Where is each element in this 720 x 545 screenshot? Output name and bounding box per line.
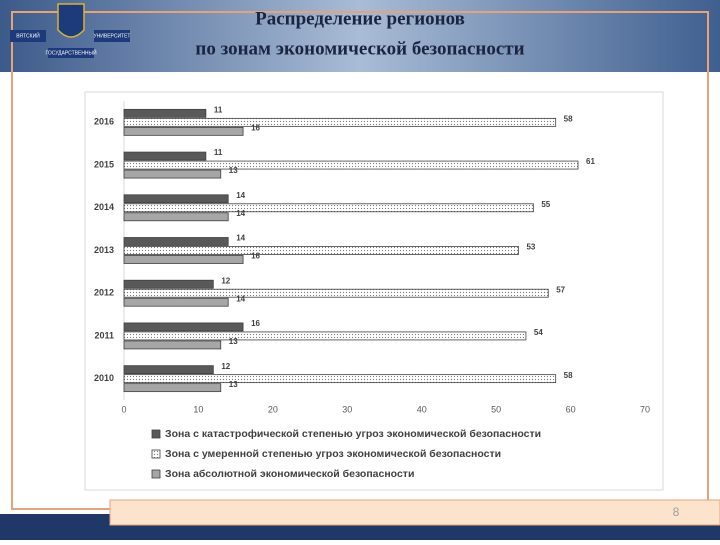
y-tick-label: 2011	[94, 330, 114, 340]
bar	[123, 279, 214, 289]
slide-title: по зонам экономической безопасности	[195, 38, 524, 59]
bar	[123, 126, 244, 136]
bar	[123, 331, 527, 341]
bar	[123, 169, 222, 179]
logo-ribbon	[10, 30, 46, 42]
data-label: 55	[541, 200, 550, 209]
bar	[123, 237, 229, 246]
y-tick-label: 2014	[94, 202, 114, 212]
data-label: 13	[229, 337, 238, 346]
x-tick-label: 70	[640, 404, 650, 414]
y-tick-label: 2012	[94, 288, 114, 298]
bar	[123, 194, 229, 204]
bar	[123, 374, 557, 384]
bar	[123, 246, 519, 255]
data-label: 14	[236, 209, 245, 218]
x-tick-label: 40	[417, 404, 427, 414]
legend-swatch	[151, 449, 161, 459]
legend-label: Зона абсолютной экономической безопаснос…	[165, 468, 414, 480]
data-label: 13	[229, 166, 238, 175]
y-tick-label: 2015	[94, 159, 114, 169]
data-label: 14	[236, 294, 245, 303]
x-tick-label: 30	[342, 404, 352, 414]
logo-text: ВЯТСКИЙ	[16, 31, 40, 39]
data-label: 16	[251, 252, 260, 261]
x-tick-label: 0	[121, 404, 126, 414]
x-tick-label: 60	[566, 404, 576, 414]
data-label: 14	[236, 191, 245, 200]
bar	[123, 383, 222, 393]
bar	[123, 117, 557, 127]
bar	[123, 160, 579, 170]
bar	[123, 203, 534, 213]
data-label: 61	[586, 157, 595, 166]
data-label: 11	[214, 105, 223, 114]
bar	[123, 365, 214, 375]
legend-label: Зона с умеренной степенью угроз экономич…	[165, 448, 501, 460]
bar	[123, 288, 549, 298]
bar	[123, 340, 222, 350]
bar	[123, 297, 229, 307]
data-label: 16	[251, 319, 260, 328]
logo-text: УНИВЕРСИТЕТ	[94, 33, 131, 39]
data-label: 58	[564, 371, 573, 380]
data-label: 54	[534, 328, 543, 337]
data-label: 12	[221, 276, 230, 285]
chart: 0 10 20 30 40 50 60 70 2016 11 58 16 2015 11 61 13 2014 1…	[94, 101, 650, 480]
logo-text: ГОСУДАРСТВЕННЫЙ	[45, 48, 97, 56]
bar	[123, 322, 244, 332]
bar	[123, 212, 229, 222]
slide-title: Распределение регионов	[255, 8, 465, 29]
bar	[123, 108, 207, 118]
data-label: 11	[214, 148, 223, 157]
y-tick-label: 2013	[94, 245, 114, 255]
data-label: 58	[564, 114, 573, 123]
bar	[123, 255, 244, 264]
footer-strip	[109, 499, 720, 526]
data-label: 13	[229, 380, 238, 389]
x-tick-label: 20	[268, 404, 278, 414]
legend-label: Зона с катастрофической степенью угроз э…	[165, 428, 541, 440]
logo-ribbon	[94, 30, 130, 42]
x-tick-label: 10	[193, 404, 203, 414]
data-label: 14	[236, 234, 245, 243]
logo-shield	[57, 3, 85, 38]
logo-ribbon	[48, 48, 94, 58]
y-tick-label: 2016	[94, 117, 114, 127]
data-label: 57	[556, 285, 565, 294]
page-number: 8	[673, 505, 680, 519]
data-label: 12	[221, 362, 230, 371]
legend-swatch	[151, 469, 161, 479]
data-label: 16	[251, 123, 260, 132]
legend-swatch	[151, 429, 161, 439]
logo: ВЯТСКИЙ ГОСУДАРСТВЕННЫЙ УНИВЕРСИТЕТ	[10, 3, 131, 58]
x-tick-label: 50	[491, 404, 501, 414]
bar	[123, 151, 207, 161]
y-tick-label: 2010	[94, 373, 114, 383]
data-label: 53	[526, 243, 535, 252]
